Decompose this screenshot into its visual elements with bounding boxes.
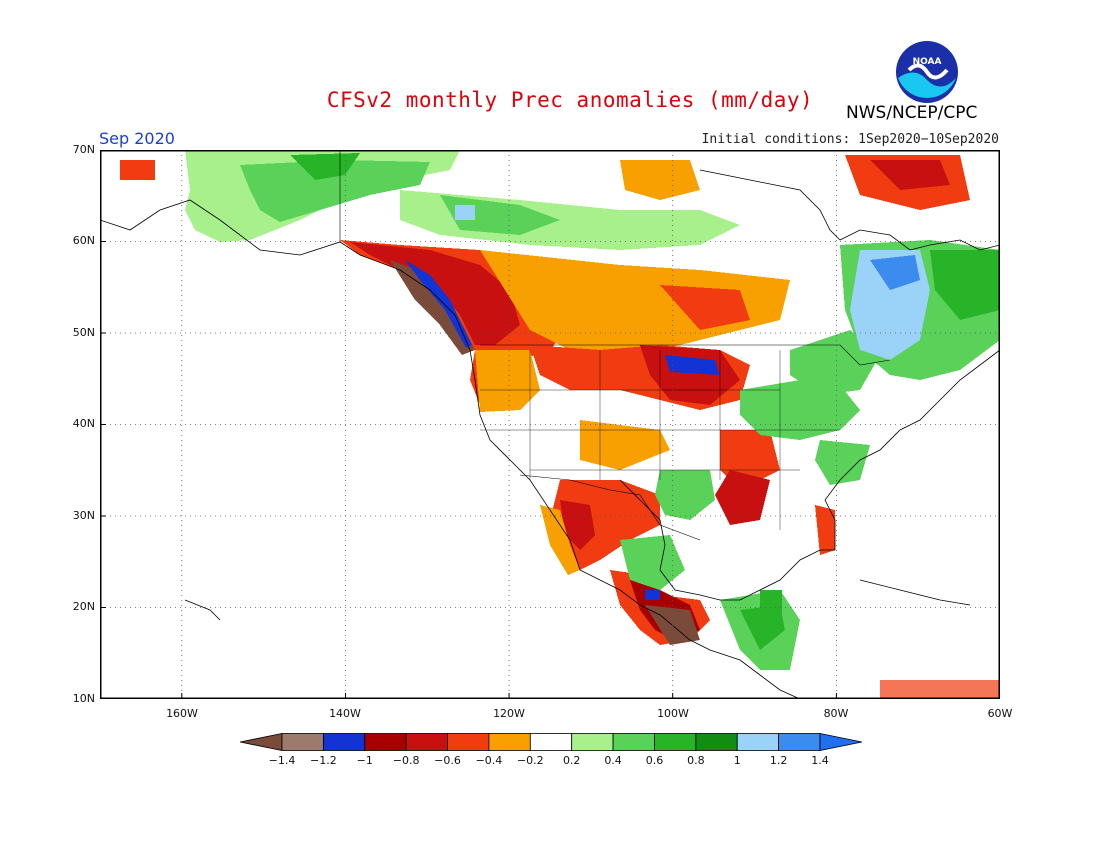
anomaly-shading [120,150,1000,699]
colorbar-min-triangle [240,733,283,751]
region-siberia-dry [120,160,155,180]
state-borders-h [480,389,840,471]
region-bc-coast-extreme-dry [390,260,475,355]
region-texas-wet [655,470,715,520]
lat-label-40n: 40N [72,417,95,430]
region-pnw-dry-2 [350,242,520,345]
colorbar-box [695,733,738,751]
agency-label: NWS/NCEP/CPC [846,103,978,123]
region-quebec-wet-3 [870,255,920,290]
region-ne-mexico-wet [620,535,685,590]
region-greenland-dry-2 [870,160,950,190]
colorbar-tick-label: −1 [356,754,373,767]
us-canada-border [480,344,891,366]
region-canada-wet-3 [455,205,475,220]
colorbar-tick-label: 1.4 [811,754,829,767]
lat-label-20n: 20N [72,600,95,613]
colorbar-box [488,733,531,751]
pacific-coastline [100,199,801,699]
region-ontario-dry [660,285,750,330]
colorbar-tick-label: 1.2 [769,754,788,767]
hawaii-islands [184,599,221,621]
region-mexico-wet-spot [645,590,660,600]
atlantic-gulf-coastline [619,349,1000,601]
chart-title: CFSv2 monthly Prec anomalies (mm/day) [326,88,814,112]
state-borders [529,350,781,530]
colorbar-tick-label: 1 [733,754,741,767]
region-bc-coast-wet-strip [405,260,472,348]
colorbar-tick-label: −0.2 [516,754,544,767]
colorbar-tick-label: −0.8 [392,754,420,767]
graticule [100,150,1000,699]
political-borders [339,150,891,541]
colorbar-box [571,733,614,751]
lon-label-120w: 120W [493,707,525,720]
lat-label-50n: 50N [72,326,95,339]
lat-label-60n: 60N [72,234,95,247]
region-yucatan-wet [760,590,782,618]
lon-label-140w: 140W [329,707,361,720]
colorbar-box [736,733,780,751]
arctic-coastline [699,169,841,241]
colorbar-tick-label: −0.6 [434,754,461,767]
lat-label-10n: 10N [72,692,95,705]
lon-label-60w: 60W [987,707,1013,720]
colorbar-box [447,733,490,751]
colorbar-tick-label: 0.4 [604,754,622,767]
lon-label-100w: 100W [657,707,689,720]
colorbar-box [778,733,821,751]
region-carolinas-wet [815,440,870,485]
region-rockies-dry [580,420,670,470]
region-labrador-wet [930,250,1000,320]
colorbar-max-triangle [819,733,862,751]
caribbean-islands [859,579,971,606]
colorbar-box [322,733,366,751]
lat-label-70n: 70N [72,143,95,156]
colorbar-tick-label: −1.2 [310,754,337,767]
colorbar-box [612,733,655,751]
region-south-canada-dry [480,250,790,360]
region-baja-dry [540,505,580,575]
map-frame [100,150,1000,699]
initial-conditions-label: Initial conditions: 1Sep2020−10Sep2020 [701,132,999,147]
anomaly-map [100,150,1000,699]
region-alaska-wet-3 [290,153,360,180]
coastlines [100,169,1000,699]
colorbar-tick-label: −0.4 [475,754,503,767]
region-arctic-dry [620,160,700,200]
lon-label-80w: 80W [823,707,849,720]
colorbar-box [364,733,407,751]
lon-label-160w: 160W [166,707,198,720]
region-ontario-wet [790,330,880,395]
colorbar [240,733,862,751]
region-south-america-dry [880,680,1000,699]
colorbar-tick-label: 0.2 [562,754,581,767]
region-minnesota-wet [665,355,720,375]
colorbar-box [529,733,573,751]
region-lower-mississippi-dry [715,470,770,525]
colorbar-tick-label: 0.8 [687,754,705,767]
us-mexico-border [519,474,701,541]
hudson-coastline [839,229,1000,251]
region-oregon-dry [475,350,540,412]
colorbar-tick-label: 0.6 [645,754,664,767]
region-alaska-wet-2 [240,160,430,222]
logo-text: NOAA [913,57,942,67]
colorbar-box [405,733,448,751]
valid-month-label: Sep 2020 [99,129,175,148]
region-great-lakes-wet [740,380,860,440]
colorbar-box [281,733,324,751]
colorbar-tick-label: −1.4 [268,754,296,767]
region-florida-dry [815,505,835,555]
noaa-logo-icon: NOAA [896,41,958,103]
colorbar-box [654,733,697,751]
lat-label-30n: 30N [72,509,95,522]
